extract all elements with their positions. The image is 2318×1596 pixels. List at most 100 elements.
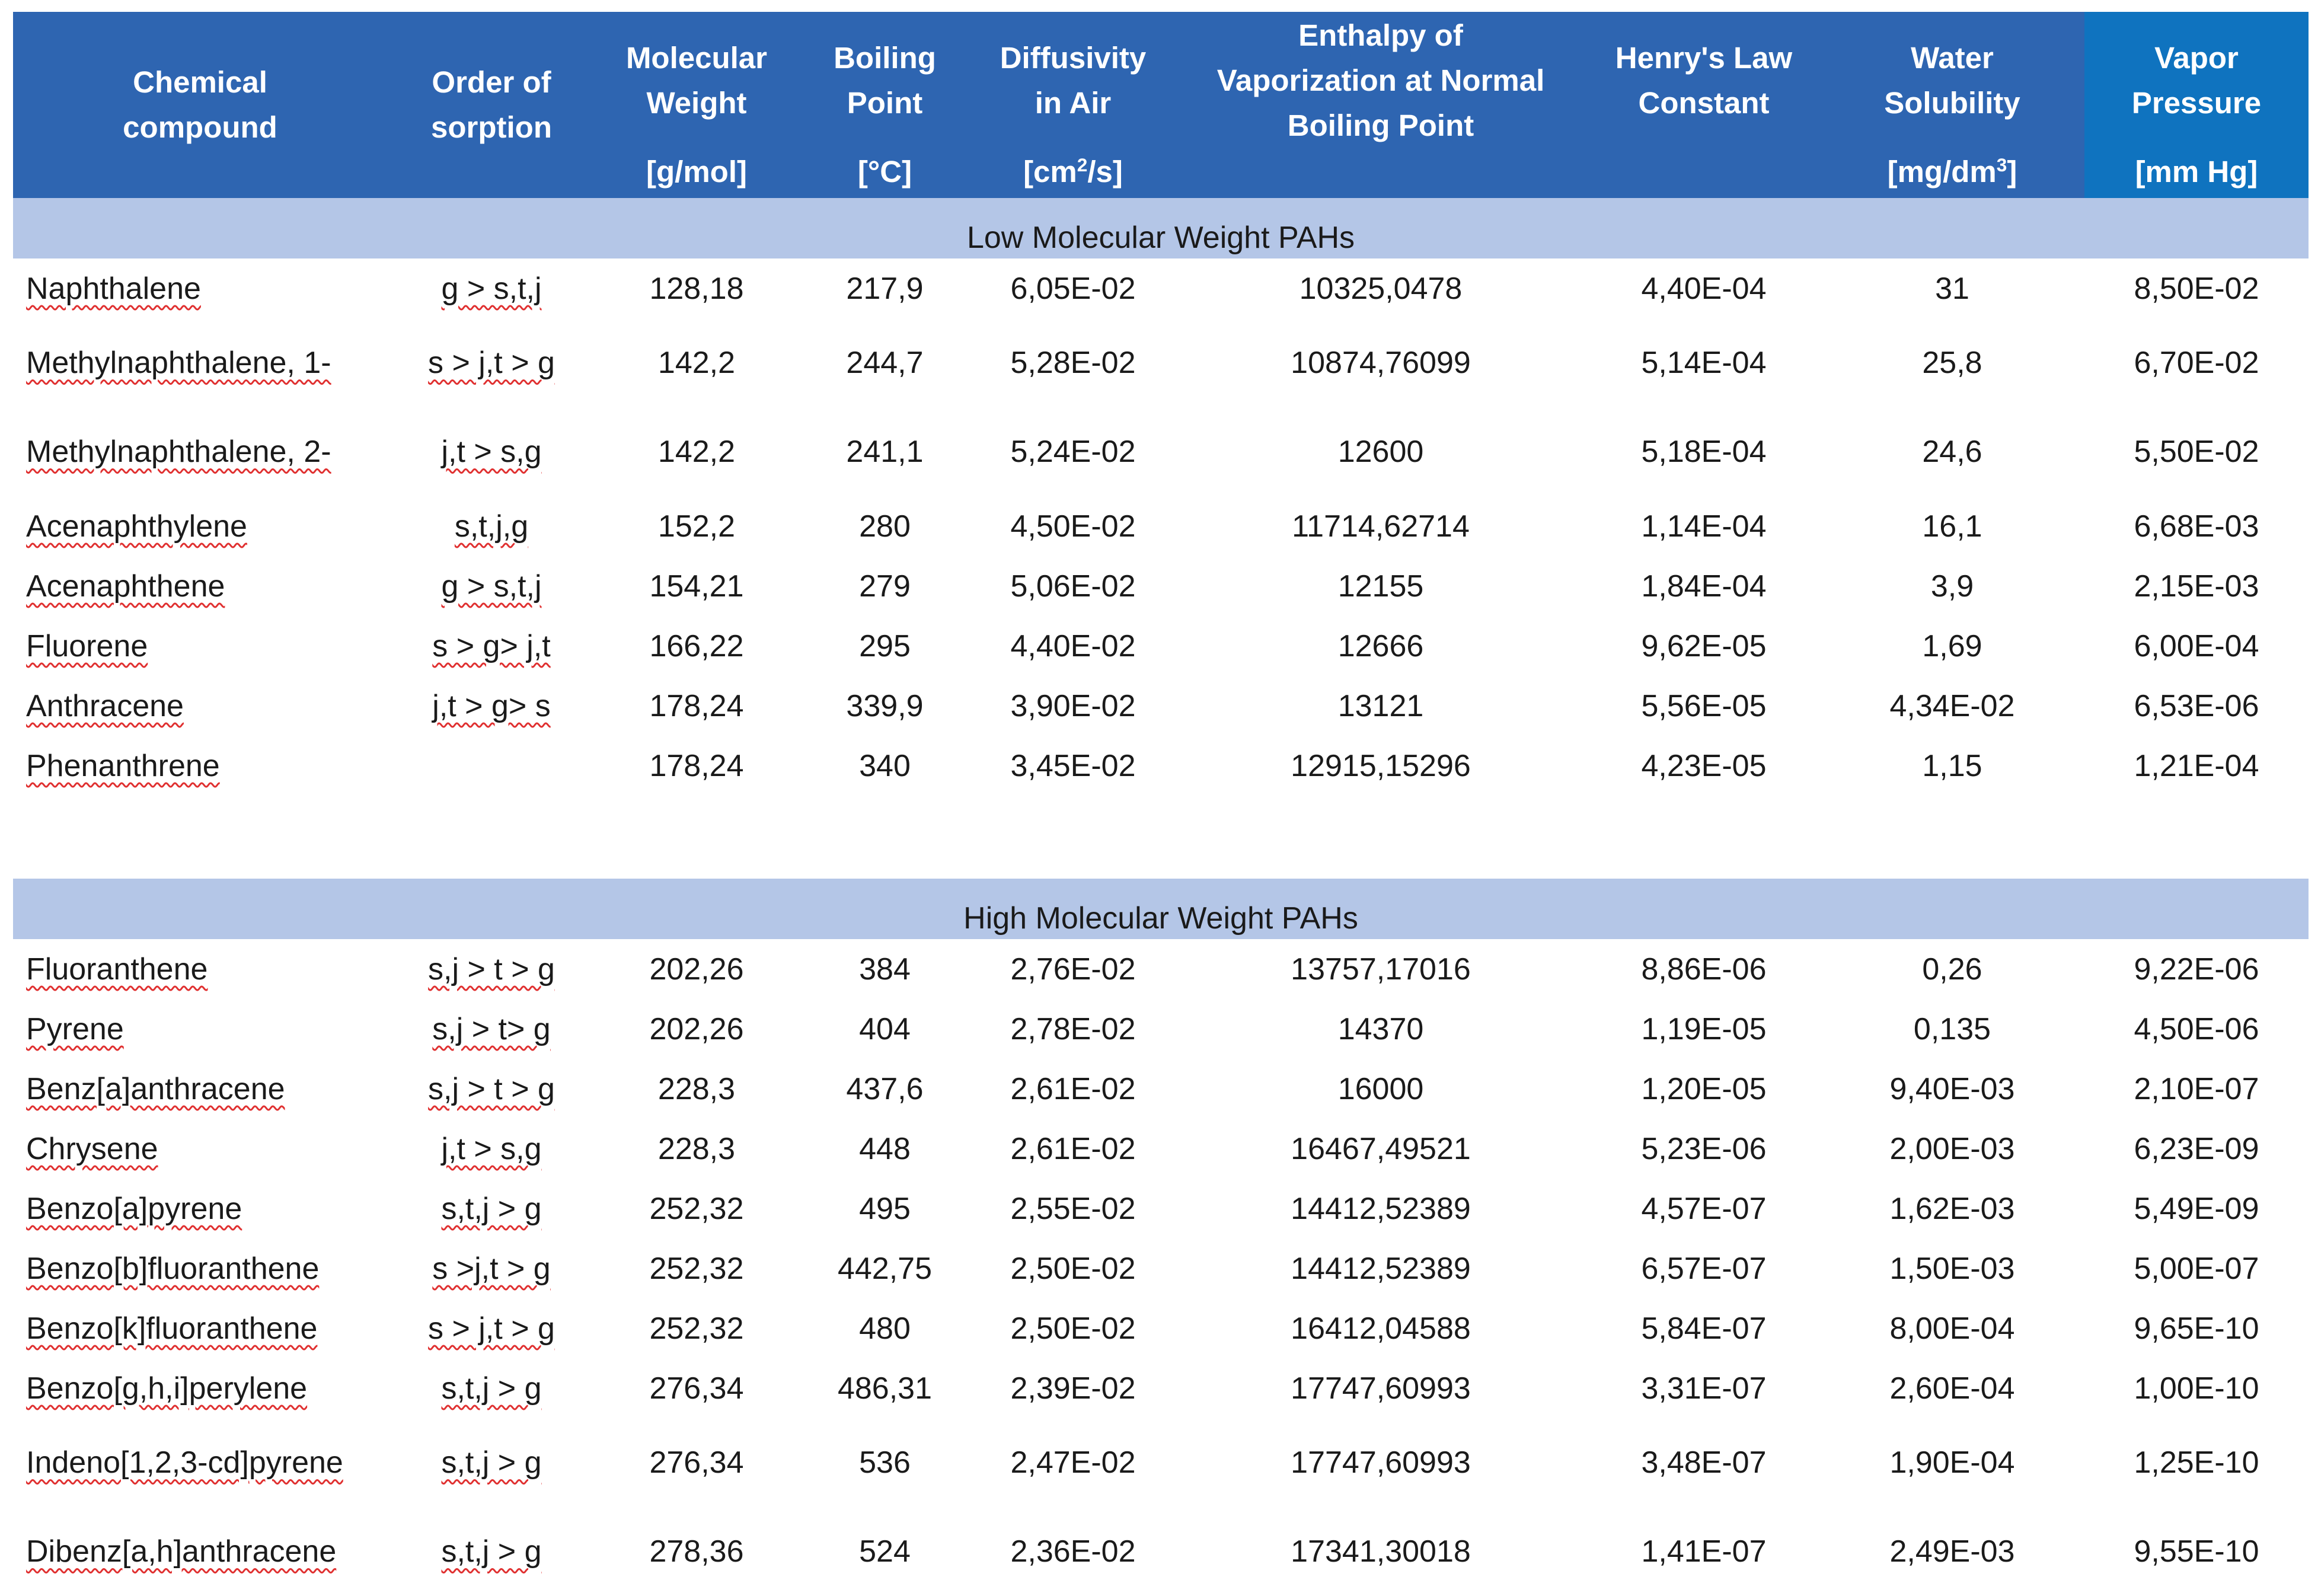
cell-water-solubility: 0,26 (1820, 939, 2084, 999)
cell-text: 12155 (1337, 569, 1424, 604)
cell-vapor-pressure: 6,23E-09 (2084, 1119, 2309, 1179)
cell-text: 2,55E-02 (1010, 1191, 1136, 1226)
cell-text: 228,3 (657, 1071, 736, 1106)
cell-order-of-sorption: s,t,j > g (387, 1418, 596, 1507)
cell-henrys-law: 4,40E-04 (1588, 258, 1820, 318)
cell-text: 217,9 (846, 271, 924, 306)
cell-chemical-compound: Benzo[k]fluoranthene (13, 1298, 387, 1358)
cell-text: 9,65E-10 (2134, 1311, 2259, 1346)
table-row: Acenaphthene g > s,t,j 154,21 279 5,06E-02 12… (13, 556, 2309, 616)
cell-text: 10874,76099 (1291, 346, 1471, 380)
cell-text: 154,21 (649, 569, 744, 604)
cell-text: 6,05E-02 (1010, 271, 1136, 306)
cell-enthalpy: 10874,76099 (1174, 318, 1588, 407)
cell-text: 3,45E-02 (1010, 748, 1136, 783)
cell-molecular-weight: 178,24 (596, 676, 797, 736)
cell-text: 2,61E-02 (1010, 1071, 1136, 1106)
cell-text: 2,49E-03 (1889, 1534, 2015, 1569)
cell-text: 2,50E-02 (1010, 1251, 1136, 1286)
cell-text: Benzo[k]fluoranthene (26, 1311, 318, 1346)
cell-text: 6,70E-02 (2134, 346, 2259, 380)
table-row: Naphthalene g > s,t,j 128,18 217,9 6,05E-02 1… (13, 258, 2309, 318)
cell-text: s,j > t > g (428, 1071, 555, 1106)
cell-text: 4,50E-06 (2134, 1011, 2259, 1046)
table-row: Indeno[1,2,3-cd]pyrene s,t,j > g 276,34 536… (13, 1418, 2309, 1507)
cell-chemical-compound: Benzo[g,h,i]perylene (13, 1358, 387, 1418)
cell-vapor-pressure: 6,70E-02 (2084, 318, 2309, 407)
cell-text: 480 (859, 1311, 911, 1346)
cell-enthalpy: 11714,62714 (1174, 496, 1588, 556)
cell-text: 252,32 (649, 1251, 744, 1286)
cell-boiling-point: 404 (797, 999, 972, 1059)
cell-boiling-point: 241,1 (797, 407, 972, 496)
cell-text: 339,9 (846, 688, 924, 723)
cell-text: 0,135 (1913, 1011, 1991, 1046)
cell-enthalpy: 14412,52389 (1174, 1239, 1588, 1298)
cell-text: s > j,t > g (428, 1311, 555, 1346)
header-henrys-law-constant: Henry's Law Constant (1588, 12, 1820, 149)
cell-text: Acenaphthene (26, 569, 225, 604)
cell-molecular-weight: 202,26 (596, 939, 797, 999)
cell-chemical-compound: Anthracene (13, 676, 387, 736)
cell-text: 2,60E-04 (1889, 1371, 2015, 1406)
cell-text: 152,2 (657, 509, 736, 544)
cell-text: Pyrene (26, 1011, 124, 1046)
cell-text: 1,14E-04 (1641, 509, 1767, 544)
table-row: Benzo[k]fluoranthene s > j,t > g 252,32 480… (13, 1298, 2309, 1358)
cell-boiling-point: 217,9 (797, 258, 972, 318)
cell-text: 1,84E-04 (1641, 569, 1767, 604)
cell-text: Methylnaphthalene, 2- (26, 435, 331, 469)
header-unit-water-solubility: [mg/dm3] (1820, 149, 2084, 198)
unit-superscript: 3 (1996, 154, 2007, 175)
unit-superscript: 2 (1077, 154, 1088, 175)
cell-molecular-weight: 276,34 (596, 1358, 797, 1418)
cell-vapor-pressure: 5,49E-09 (2084, 1179, 2309, 1239)
cell-order-of-sorption: j,t > s,g (387, 407, 596, 496)
table-row: Benz[a]anthracene s,j > t > g 228,3 437,6 2,… (13, 1059, 2309, 1119)
table-row: Fluorene s > g> j,t 166,22 295 4,40E-02 12666… (13, 616, 2309, 676)
cell-molecular-weight: 228,3 (596, 1059, 797, 1119)
cell-water-solubility: 8,00E-04 (1820, 1298, 2084, 1358)
header-title-line: Point (847, 86, 923, 120)
section-label-text: High Molecular Weight PAHs (963, 901, 1358, 936)
cell-henrys-law: 3,31E-07 (1588, 1358, 1820, 1418)
cell-water-solubility: 9,40E-03 (1820, 1059, 2084, 1119)
cell-boiling-point: 339,9 (797, 676, 972, 736)
cell-text: 142,2 (657, 346, 736, 380)
cell-text: 166,22 (649, 628, 744, 663)
cell-molecular-weight: 252,32 (596, 1298, 797, 1358)
cell-text: 276,34 (649, 1371, 744, 1406)
header-title-line: Vaporization at Normal (1217, 63, 1545, 97)
cell-text: 10325,0478 (1299, 271, 1463, 306)
cell-text: 241,1 (846, 435, 924, 469)
cell-henrys-law: 3,48E-07 (1588, 1418, 1820, 1507)
cell-text: 252,32 (649, 1311, 744, 1346)
cell-molecular-weight: 278,36 (596, 1507, 797, 1596)
cell-boiling-point: 524 (797, 1507, 972, 1596)
cell-text: 276,34 (649, 1445, 744, 1480)
cell-boiling-point: 340 (797, 736, 972, 796)
cell-chemical-compound: Methylnaphthalene, 1- (13, 318, 387, 407)
cell-text: 5,14E-04 (1641, 346, 1767, 380)
cell-molecular-weight: 142,2 (596, 407, 797, 496)
cell-text: 4,40E-02 (1010, 628, 1136, 663)
cell-text: j,t > g> s (432, 688, 551, 723)
cell-henrys-law: 6,57E-07 (1588, 1239, 1820, 1298)
cell-text: 1,00E-10 (2134, 1371, 2259, 1406)
cell-henrys-law: 1,41E-07 (1588, 1507, 1820, 1596)
cell-text: 1,20E-05 (1641, 1071, 1767, 1106)
cell-text: 6,00E-04 (2134, 628, 2259, 663)
cell-diffusivity: 2,78E-02 (972, 999, 1174, 1059)
cell-vapor-pressure: 4,50E-06 (2084, 999, 2309, 1059)
cell-molecular-weight: 252,32 (596, 1179, 797, 1239)
cell-text: 295 (859, 628, 911, 663)
cell-enthalpy: 16000 (1174, 1059, 1588, 1119)
cell-diffusivity: 2,39E-02 (972, 1358, 1174, 1418)
table-row: Methylnaphthalene, 2- j,t > s,g 142,2 241,1… (13, 407, 2309, 496)
header-title-line: in Air (1035, 86, 1112, 120)
cell-text: 5,50E-02 (2134, 435, 2259, 469)
header-unit-boiling-point: [°C] (797, 149, 972, 198)
cell-text: 4,57E-07 (1641, 1191, 1767, 1226)
cell-text: 1,19E-05 (1641, 1011, 1767, 1046)
cell-text: Acenaphthylene (26, 509, 247, 544)
